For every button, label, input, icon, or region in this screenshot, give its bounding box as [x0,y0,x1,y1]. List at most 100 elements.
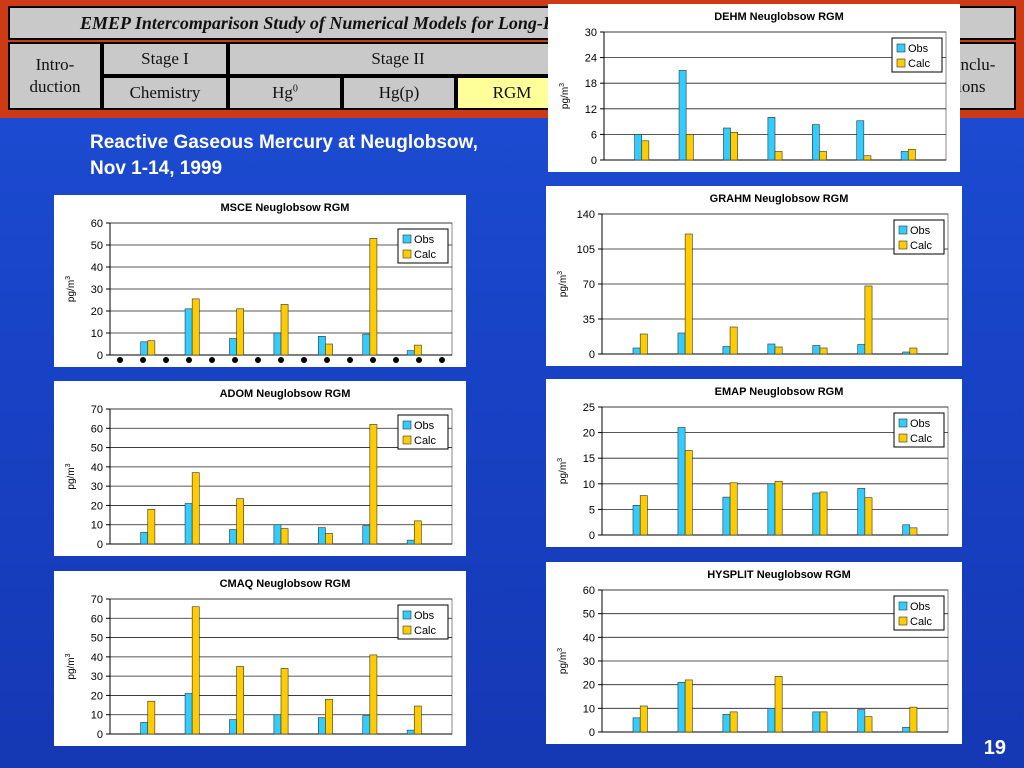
bar-calc [191,298,200,356]
bar-obs [632,505,641,536]
bar-obs [767,343,776,355]
bar-obs [362,333,371,356]
bar-obs [677,682,686,733]
nav-subtab-hgp[interactable]: Hg(p) [342,76,456,110]
legend-label-obs: Obs [414,420,435,432]
legend-label-calc: Calc [908,58,931,70]
grahm-chart: GRAHM Neuglobsow RGM pg/m3 0 35 70 105 140 Obs C… [557,193,949,361]
bar-obs [857,488,866,536]
y-tick-label: 30 [91,671,103,683]
bar-calc [413,344,422,356]
y-tick-label: 30 [91,481,103,493]
chart-title: CMAQ Neuglobsow RGM [220,578,351,590]
emap-chart: EMAP Neuglobsow RGM pg/m3 0 5 10 15 20 25 Obs Cal… [557,386,949,542]
legend-swatch-obs [402,420,412,430]
bar-calc [907,149,916,161]
bar-obs [318,717,326,735]
bar-calc [191,472,200,545]
nav-subtab-hg0[interactable]: Hg0 [228,76,342,110]
bar-calc [147,700,156,735]
y-tick-label: 10 [91,710,103,722]
bar-calc [639,495,648,536]
bar-obs [902,351,911,355]
chart-title: GRAHM Neuglobsow RGM [710,193,849,205]
bar-obs [318,527,326,545]
x-tick-marker [324,357,330,363]
y-tick-label: 60 [583,585,595,597]
bar-calc [280,304,289,356]
bar-obs [812,492,821,536]
bar-calc [641,140,650,161]
x-tick-marker [301,357,307,363]
y-tick-label: 70 [91,404,103,416]
y-tick-label: 50 [583,609,595,621]
y-tick-label: 10 [583,703,595,715]
bar-calc [909,527,918,536]
bar-calc [413,520,422,545]
x-tick-marker [140,357,146,363]
x-tick-marker [232,357,238,363]
bar-obs [767,117,776,161]
msce-chart-panel: MSCE Neuglobsow RGM pg/m3 0 10 20 30 40 50 60 Obs… [54,195,466,367]
bar-obs [273,332,282,356]
y-tick-label: 60 [91,423,103,435]
bar-calc [325,343,333,356]
y-tick-label: 105 [577,244,595,256]
bar-calc [774,480,783,536]
x-tick-marker [255,357,261,363]
y-tick-label: 10 [583,479,595,491]
bar-calc [684,233,693,355]
y-axis-label: pg/m3 [65,276,77,302]
y-tick-label: 60 [91,613,103,625]
y-tick-label: 35 [583,314,595,326]
bar-calc [729,326,738,355]
chart-title: MSCE Neuglobsow RGM [221,202,350,214]
page-number: 19 [983,737,1006,759]
y-tick-label: 30 [583,656,595,668]
nav-tab-label: Stage I [141,49,189,68]
legend-swatch-obs [898,225,908,235]
grahm-chart-panel: GRAHM Neuglobsow RGM pg/m3 0 35 70 105 140 Obs C… [546,186,962,366]
bar-calc [819,347,828,355]
nav-subtab-label: RGM [492,83,532,102]
bar-calc [236,308,244,356]
y-tick-label: 20 [91,500,103,512]
y-tick-label: 20 [91,306,103,318]
nav-tab-stage-1[interactable]: Stage I [102,42,228,76]
bar-calc [369,238,378,356]
bar-calc [147,508,156,545]
bar-obs [722,713,731,733]
nav-subtab-label: Hg0 [272,83,298,102]
x-tick-marker [416,357,422,363]
chart-title: EMAP Neuglobsow RGM [715,386,844,398]
bar-obs [406,539,415,545]
bar-calc [684,679,693,733]
legend-swatch-calc [402,435,412,445]
nav-subtab-chemistry[interactable]: Chemistry [102,76,228,110]
bar-obs [140,532,149,545]
y-axis-label: pg/m3 [557,648,569,674]
cmaq-chart-panel: CMAQ Neuglobsow RGM pg/m3 0 10 20 30 40 50 60 70 O… [54,571,466,746]
bar-obs [140,341,149,356]
y-tick-label: 20 [583,680,595,692]
bar-obs [902,726,911,733]
bar-obs [362,525,371,545]
chart-title: DEHM Neuglobsow RGM [714,11,844,23]
y-tick-label: 0 [97,350,103,362]
y-tick-label: 50 [91,443,103,455]
nav-tab-introduction[interactable]: Intro- duction [8,42,102,110]
bar-obs [229,529,237,545]
nav-subtab-label: Hg(p) [378,83,420,102]
bar-calc [280,528,289,545]
bar-calc [369,424,378,545]
y-tick-label: 18 [585,78,597,90]
legend-swatch-obs [896,43,906,53]
nav-tab-stage-2[interactable]: Stage II [228,42,568,76]
bar-calc [863,155,872,161]
y-tick-label: 70 [583,279,595,291]
bar-obs [634,134,643,161]
bar-calc [819,711,828,733]
legend-swatch-obs [898,418,908,428]
bar-obs [273,714,282,735]
y-tick-label: 50 [91,633,103,645]
